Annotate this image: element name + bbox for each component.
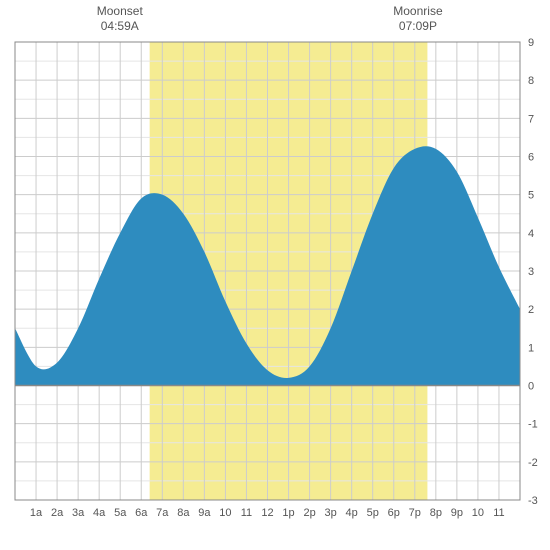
x-tick-label: 2a — [51, 507, 64, 519]
x-tick-label: 2p — [303, 507, 315, 519]
y-tick-label: 5 — [528, 190, 534, 202]
x-tick-label: 7a — [156, 507, 169, 519]
x-tick-label: 4p — [346, 507, 358, 519]
chart-svg: -3-2-101234567891a2a3a4a5a6a7a8a9a101112… — [0, 0, 550, 550]
x-tick-label: 4a — [93, 507, 106, 519]
y-tick-label: 3 — [528, 266, 534, 278]
y-tick-label: 8 — [528, 75, 534, 87]
moonset-time: 04:59A — [101, 19, 139, 33]
x-tick-label: 8p — [430, 507, 442, 519]
x-tick-label: 8a — [177, 507, 190, 519]
y-tick-label: 1 — [528, 342, 534, 354]
x-tick-label: 9p — [451, 507, 463, 519]
x-tick-label: 5p — [367, 507, 379, 519]
x-tick-label: 3p — [325, 507, 337, 519]
y-tick-label: 7 — [528, 113, 534, 125]
y-tick-label: 2 — [528, 304, 534, 316]
x-tick-label: 7p — [409, 507, 421, 519]
x-tick-label: 1p — [282, 507, 294, 519]
moonrise-time: 07:09P — [399, 19, 437, 33]
x-tick-label: 9a — [198, 507, 211, 519]
moonset-label: Moonset — [97, 4, 144, 18]
x-tick-label: 12 — [261, 507, 273, 519]
x-tick-label: 10 — [472, 507, 484, 519]
y-tick-label: -3 — [528, 495, 538, 507]
y-tick-label: 4 — [528, 228, 534, 240]
moonrise-label: Moonrise — [393, 4, 443, 18]
x-tick-label: 1a — [30, 507, 43, 519]
y-tick-label: -1 — [528, 419, 538, 431]
y-tick-label: -2 — [528, 457, 538, 469]
x-tick-label: 5a — [114, 507, 127, 519]
x-tick-label: 11 — [241, 507, 252, 519]
x-tick-label: 10 — [219, 507, 231, 519]
x-tick-label: 6a — [135, 507, 148, 519]
y-tick-label: 6 — [528, 152, 534, 164]
x-tick-label: 6p — [388, 507, 400, 519]
x-tick-label: 3a — [72, 507, 85, 519]
tide-chart: -3-2-101234567891a2a3a4a5a6a7a8a9a101112… — [0, 0, 550, 550]
y-tick-label: 9 — [528, 37, 534, 49]
y-tick-label: 0 — [528, 381, 534, 393]
x-tick-label: 11 — [493, 507, 504, 519]
